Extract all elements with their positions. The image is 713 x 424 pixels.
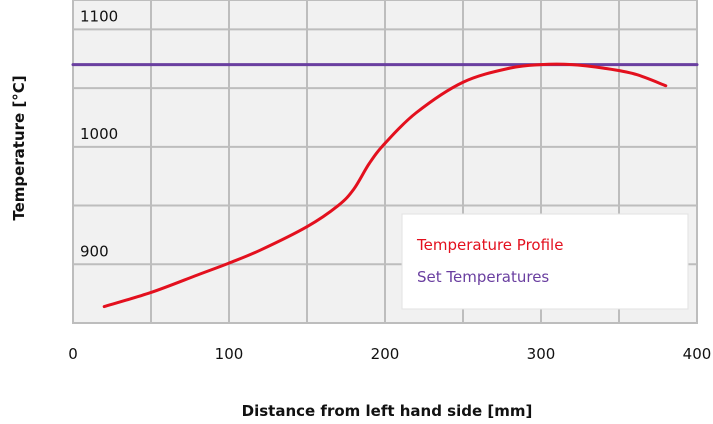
x-tick-label: 100 [215, 345, 244, 363]
x-tick-label: 200 [371, 345, 400, 363]
legend-entry-set-temperatures: Set Temperatures [417, 268, 549, 286]
y-tick-label: 900 [80, 242, 109, 260]
x-tick-label: 400 [683, 345, 712, 363]
legend-box [401, 213, 689, 310]
tick-labels: 0 100 200 300 400 900 1000 1100 [68, 7, 711, 363]
series-layer [71, 62, 699, 309]
y-axis-title: Temperature [°C] [10, 75, 28, 220]
x-tick-label: 300 [527, 345, 556, 363]
x-axis-title: Distance from left hand side [mm] [242, 402, 533, 420]
legend: Temperature Profile Set Temperatures [401, 213, 689, 310]
plot-frame [72, 0, 698, 324]
x-tick-label: 0 [68, 345, 78, 363]
y-tick-label: 1100 [80, 7, 118, 25]
y-tick-label: 1000 [80, 125, 118, 143]
legend-entry-temperature-profile: Temperature Profile [416, 236, 563, 254]
series-line-temperature-profile [102, 62, 668, 309]
